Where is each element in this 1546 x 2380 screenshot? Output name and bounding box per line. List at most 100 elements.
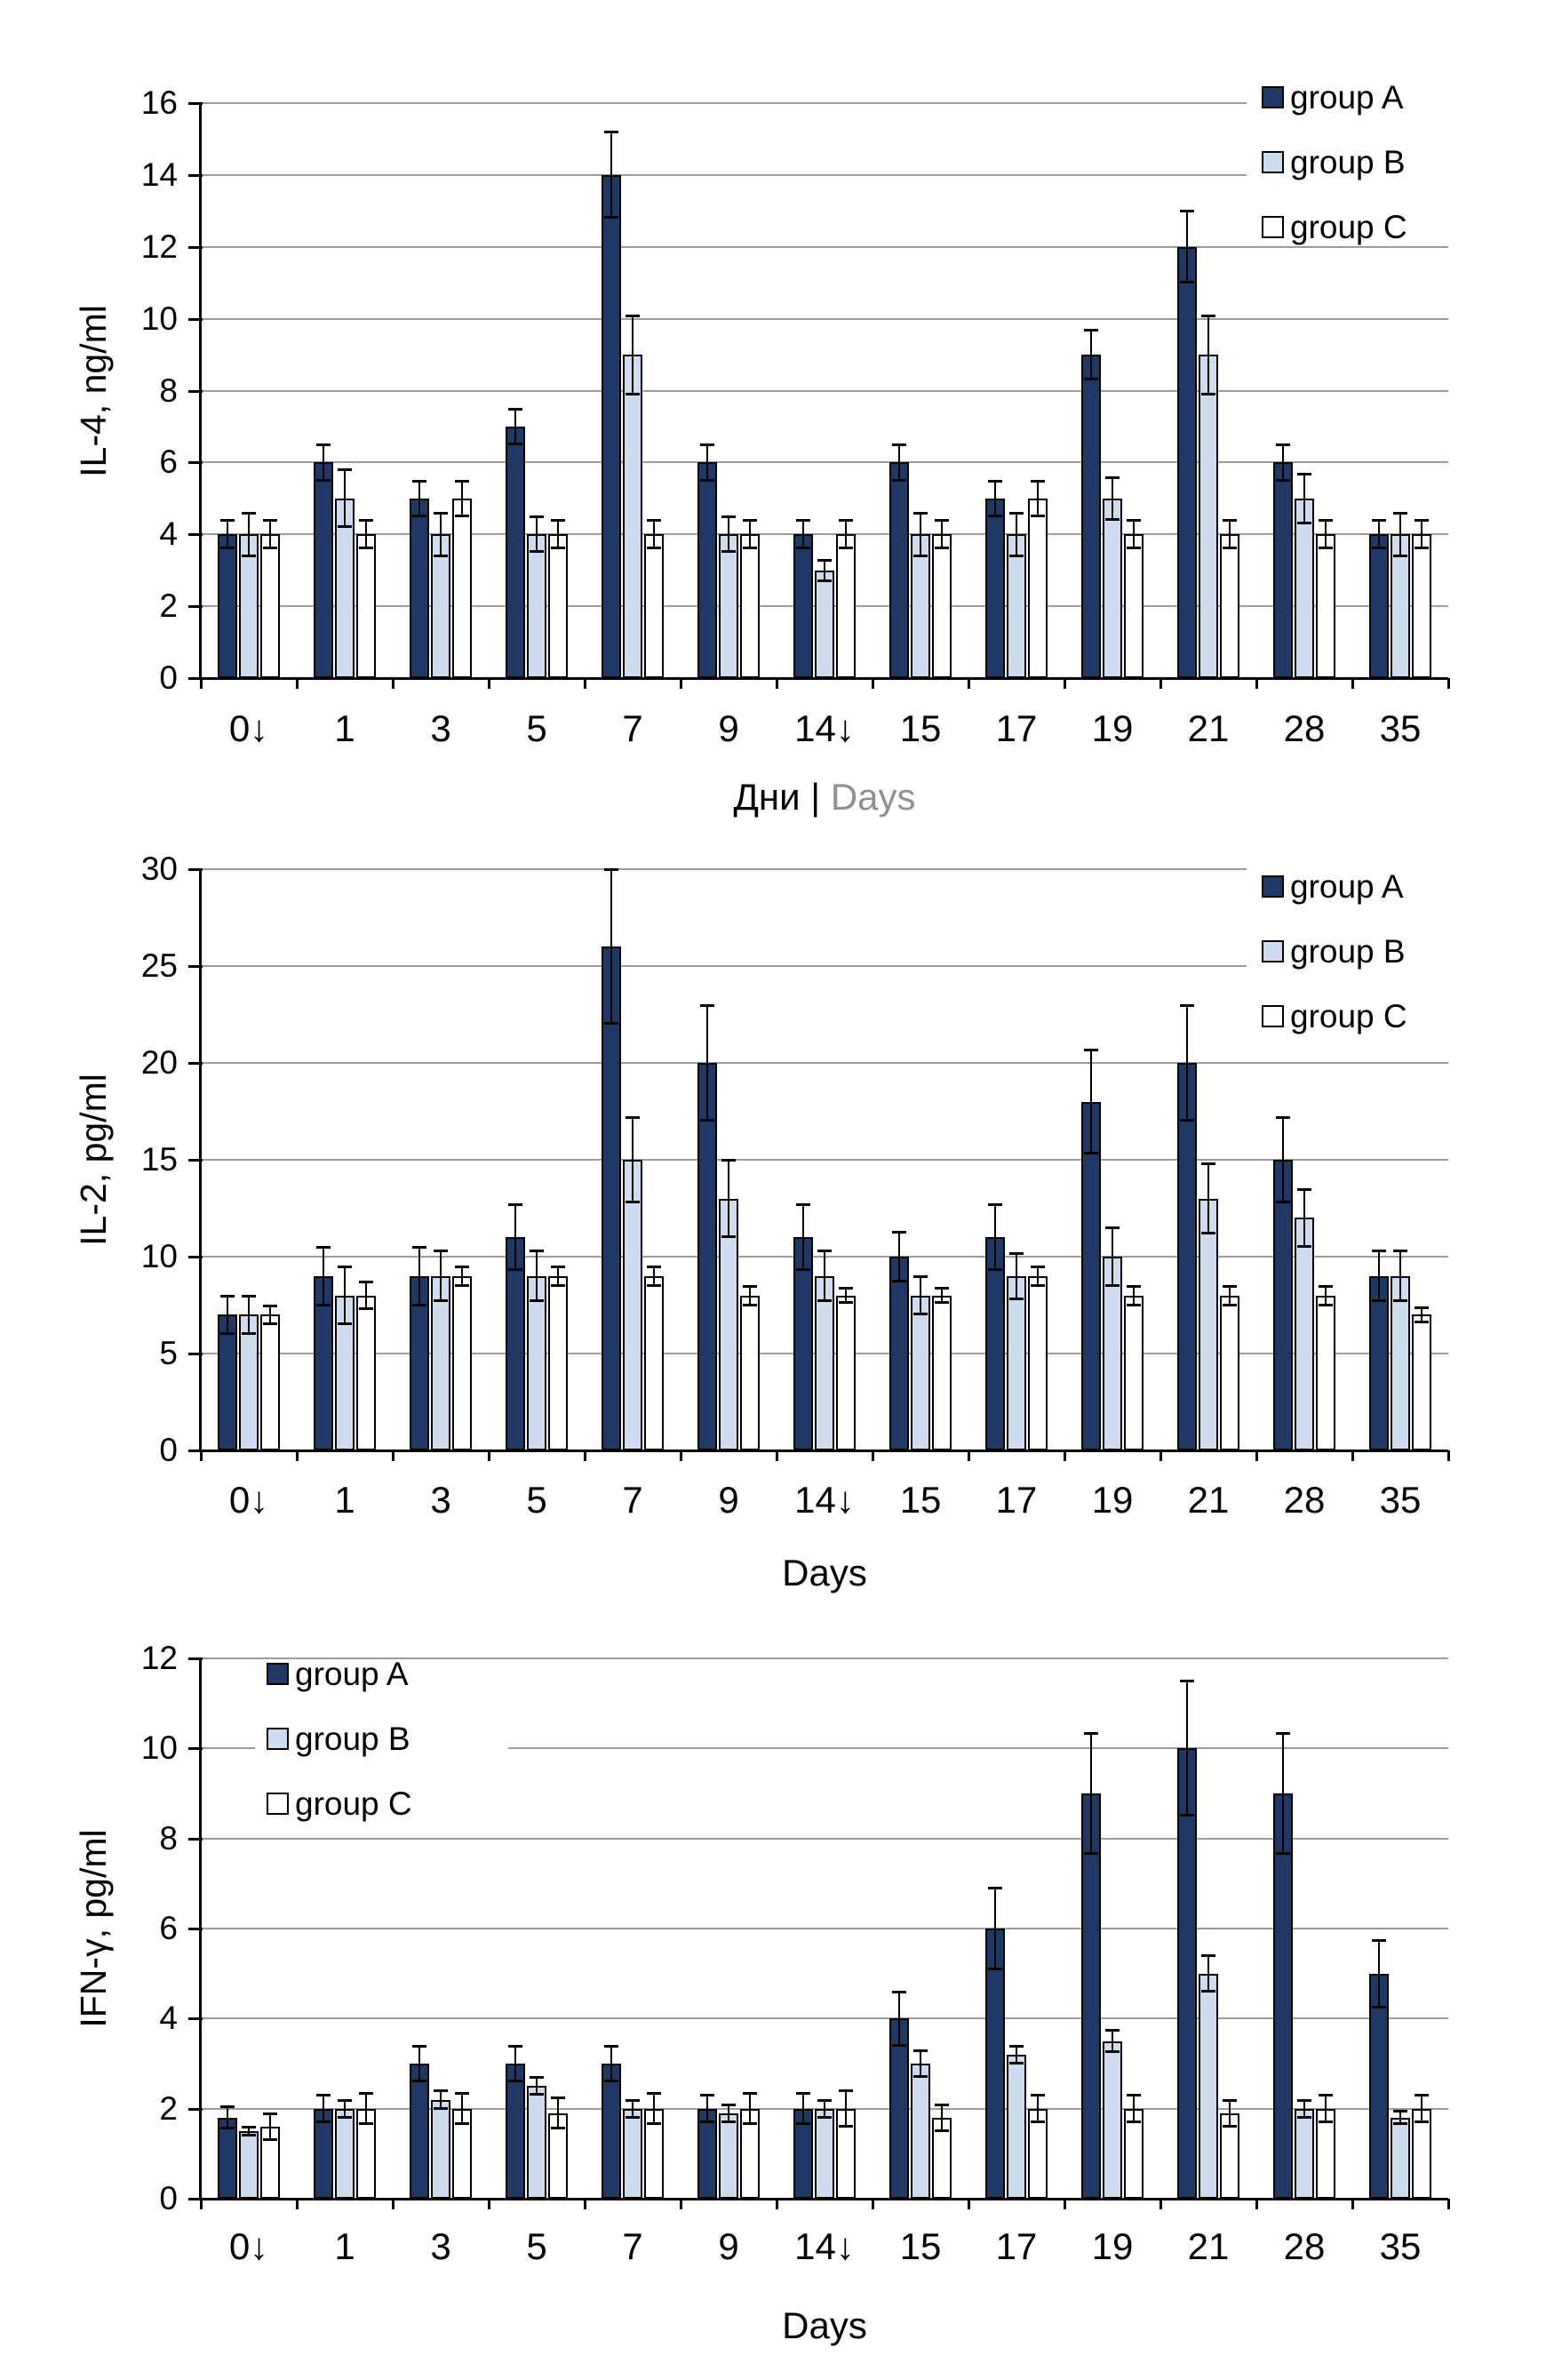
x-axis-title-ifn-gamma: Days — [469, 2304, 1180, 2348]
error-cap-top — [1415, 1306, 1429, 1309]
error-cap-bottom — [935, 1301, 949, 1305]
bar-group-c-day-5 — [548, 534, 568, 678]
error-cap-bottom — [743, 2122, 757, 2126]
x-tick-boundary-3 — [487, 2199, 490, 2209]
legend-swatch-group-b — [1262, 151, 1284, 173]
bar-group-a-day-3 — [410, 2064, 429, 2199]
x-tick-boundary-11 — [1255, 1450, 1258, 1461]
error-cap-top — [1127, 519, 1141, 523]
bar-group-c-day-28 — [1316, 1295, 1335, 1450]
x-axis — [199, 1450, 1448, 1452]
x-tick-boundary-6 — [775, 678, 778, 689]
error-cap-bottom — [1201, 1231, 1215, 1234]
bar-group-b-day-5 — [527, 1275, 546, 1450]
error-bar-group-b-day-1 — [344, 2099, 346, 2118]
y-tick-label-12: 12 — [140, 228, 178, 265]
error-bar-group-b-day-35 — [1399, 512, 1401, 556]
x-tick-boundary-4 — [583, 1450, 586, 1461]
error-bar-group-c-day-14 — [845, 520, 847, 549]
y-tick-label-25: 25 — [140, 947, 178, 984]
error-cap-bottom — [604, 1022, 618, 1026]
error-bar-group-c-day-15 — [941, 1287, 943, 1304]
error-cap-top — [1372, 519, 1386, 523]
error-bar-group-a-day-9 — [706, 444, 708, 481]
bar-group-b-day-15 — [911, 2064, 930, 2199]
error-bar-group-c-day-21 — [1229, 2099, 1231, 2127]
x-tick-boundary-2 — [391, 1450, 394, 1461]
error-cap-bottom — [1415, 1321, 1429, 1324]
error-bar-group-c-day-7 — [653, 2092, 655, 2125]
x-label-day-3: 3 — [430, 1479, 451, 1521]
error-bar-group-c-day-21 — [1229, 1285, 1231, 1306]
x-tick-boundary-2 — [391, 678, 394, 689]
x-label-day-3: 3 — [430, 2225, 451, 2267]
bar-group-c-day-1 — [356, 1295, 376, 1450]
gridline-y8 — [201, 389, 1448, 392]
bar-group-c-day-35 — [1412, 534, 1431, 678]
error-bar-group-b-day-15 — [920, 2049, 921, 2078]
error-bar-group-c-day-3 — [461, 1266, 463, 1286]
error-cap-top — [1297, 472, 1311, 475]
error-bar-group-c-day-19 — [1133, 1285, 1135, 1306]
error-bar-group-b-day-5 — [536, 516, 538, 553]
error-cap-top — [1009, 1251, 1024, 1255]
error-cap-bottom — [1084, 1152, 1098, 1155]
legend-label-group-c: group C — [1290, 209, 1407, 245]
bar-group-b-day-21 — [1199, 1973, 1218, 2199]
x-axis-title-part-0: Дни | — [733, 776, 831, 818]
y-tick-label-15: 15 — [140, 1141, 178, 1178]
y-tick-12 — [188, 1657, 203, 1660]
x-label-day-28: 28 — [1283, 1479, 1326, 1521]
error-cap-bottom — [455, 515, 469, 518]
error-cap-bottom — [721, 1235, 736, 1239]
error-cap-bottom — [1393, 554, 1407, 557]
error-bar-group-c-day-19 — [1133, 520, 1135, 549]
error-cap-bottom — [1223, 547, 1237, 550]
x-tick-boundary-1 — [295, 1450, 299, 1461]
error-cap-bottom — [220, 1332, 235, 1336]
error-cap-top — [1297, 2098, 1311, 2102]
gridline-y14 — [201, 173, 1448, 176]
x-label-day-21: 21 — [1187, 1479, 1230, 1521]
y-tick-2 — [188, 605, 203, 609]
error-cap-bottom — [338, 1322, 352, 1326]
bar-group-b-day-5 — [527, 534, 546, 678]
error-bar-group-b-day-0 — [248, 512, 250, 556]
error-cap-bottom — [530, 550, 544, 554]
error-bar-group-c-day-28 — [1325, 1285, 1327, 1306]
gridline-y12 — [201, 245, 1448, 248]
error-bar-group-b-day-19 — [1112, 1227, 1113, 1286]
y-tick-label-2: 2 — [159, 587, 178, 625]
error-cap-top — [1180, 1003, 1194, 1007]
y-tick-label-8: 8 — [159, 371, 178, 409]
x-tick-boundary-11 — [1255, 2199, 1258, 2209]
error-cap-bottom — [412, 515, 426, 518]
error-bar-group-b-day-5 — [536, 1250, 538, 1302]
error-cap-bottom — [551, 1283, 565, 1287]
bar-group-b-day-28 — [1295, 498, 1314, 678]
error-bar-group-c-day-9 — [749, 1285, 751, 1306]
error-bar-group-b-day-21 — [1207, 1163, 1209, 1234]
bar-group-b-day-3 — [431, 1275, 450, 1450]
error-cap-bottom — [988, 1967, 1002, 1970]
bar-group-c-day-7 — [644, 1275, 664, 1450]
error-cap-top — [263, 519, 277, 523]
gridline-y15 — [201, 1159, 1448, 1161]
x-label-day-14: 14↓ — [794, 707, 855, 749]
bar-group-a-day-7 — [602, 2064, 621, 2199]
y-tick-label-6: 6 — [159, 1910, 178, 1946]
x-tick-boundary-7 — [871, 2199, 874, 2209]
error-bar-group-a-day-35 — [1378, 1939, 1380, 2008]
error-bar-group-c-day-15 — [941, 520, 943, 549]
bar-group-c-day-19 — [1124, 534, 1144, 678]
bar-group-b-day-35 — [1391, 2117, 1410, 2199]
y-tick-10 — [188, 1747, 203, 1751]
x-axis-title-part-0: Days — [782, 1552, 867, 1593]
error-cap-bottom — [1031, 515, 1045, 518]
error-bar-group-c-day-3 — [461, 480, 463, 517]
bar-group-c-day-14 — [836, 534, 856, 678]
error-bar-group-c-day-7 — [653, 520, 655, 549]
error-cap-bottom — [1127, 2120, 1141, 2123]
legend-label-group-a: group A — [1290, 868, 1404, 905]
x-label-day-15: 15 — [899, 2225, 942, 2267]
